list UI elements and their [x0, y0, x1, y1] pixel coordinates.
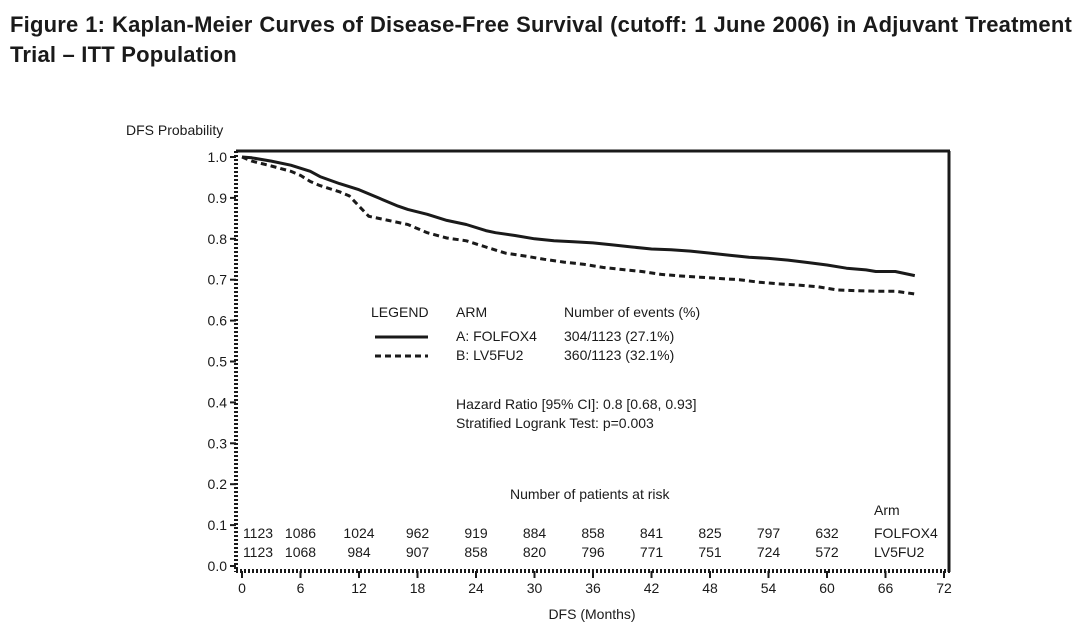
x-tick-label: 18 [410, 580, 426, 596]
at-risk-value: 1024 [343, 525, 374, 541]
y-tick-label: 0.6 [208, 313, 228, 329]
at-risk-value: 858 [464, 544, 488, 560]
at-risk-value: 1123 [243, 544, 273, 560]
series-folfox4-line [241, 155, 916, 278]
series-lv5fu2-line [241, 155, 916, 296]
x-tick-label: 72 [936, 580, 952, 596]
x-tick-label: 24 [468, 580, 484, 596]
legend: LEGEND ARM Number of events (%) A: FOLFO… [371, 304, 700, 431]
x-tick-label: 48 [702, 580, 718, 596]
at-risk-value: 796 [581, 544, 605, 560]
at-risk-arm-folfox4: FOLFOX4 [874, 525, 938, 541]
at-risk-value: 797 [757, 525, 781, 541]
figure-title: Figure 1: Kaplan-Meier Curves of Disease… [10, 12, 1072, 67]
at-risk-value: 825 [698, 525, 722, 541]
axes: 0.0 0.1 0.2 0.3 0.4 0.5 0.6 0.7 0.8 0.9 1.0 0 6 12 18 2… [208, 149, 952, 596]
hazard-ratio-annotation: Hazard Ratio [95% CI]: 0.8 [0.68, 0.93] [456, 396, 696, 412]
at-risk-value: 572 [815, 544, 839, 560]
x-tick-label: 6 [297, 580, 305, 596]
survival-curves [241, 155, 916, 296]
at-risk-value: 632 [815, 525, 839, 541]
legend-events-folfox4: 304/1123 (27.1%) [564, 328, 674, 344]
legend-arm-folfox4: A: FOLFOX4 [456, 328, 537, 344]
x-axis-label: DFS (Months) [548, 606, 635, 622]
at-risk-value: 724 [757, 544, 781, 560]
y-tick-label: 0.4 [208, 394, 228, 410]
y-tick-label: 0.8 [208, 231, 228, 247]
x-tick-label: 54 [761, 580, 777, 596]
at-risk-arm-lv5fu2: LV5FU2 [874, 544, 925, 560]
x-tick-label: 42 [644, 580, 660, 596]
at-risk-value: 820 [523, 544, 547, 560]
x-tick-label: 36 [585, 580, 601, 596]
at-risk-value: 984 [347, 544, 371, 560]
at-risk-title: Number of patients at risk [510, 486, 671, 502]
y-tick-label: 0.0 [208, 558, 228, 574]
legend-events-lv5fu2: 360/1123 (32.1%) [564, 347, 674, 363]
at-risk-value: 907 [406, 544, 430, 560]
at-risk-arm-header: Arm [874, 502, 900, 518]
at-risk-value: 858 [581, 525, 605, 541]
x-tick-label: 30 [527, 580, 543, 596]
at-risk-value: 1086 [285, 525, 316, 541]
y-tick-label: 0.2 [208, 476, 228, 492]
y-tick-label: 1.0 [208, 149, 228, 165]
y-tick-label: 0.7 [208, 272, 228, 288]
at-risk-value: 884 [523, 525, 547, 541]
y-tick-label: 0.1 [208, 517, 228, 533]
legend-header: LEGEND [371, 304, 429, 320]
x-tick-label: 66 [878, 580, 894, 596]
at-risk-value: 841 [640, 525, 664, 541]
legend-events-header: Number of events (%) [564, 304, 700, 320]
x-tick-label: 12 [351, 580, 367, 596]
x-tick-label: 0 [238, 580, 246, 596]
legend-arm-header: ARM [456, 304, 487, 320]
at-risk-value: 962 [406, 525, 430, 541]
legend-arm-lv5fu2: B: LV5FU2 [456, 347, 524, 363]
at-risk-value: 919 [464, 525, 488, 541]
y-tick-label: 0.5 [208, 354, 228, 370]
logrank-annotation: Stratified Logrank Test: p=0.003 [456, 415, 654, 431]
at-risk-value: 1068 [285, 544, 316, 560]
y-tick-label: 0.9 [208, 190, 228, 206]
at-risk-table: Number of patients at risk Arm FOLFOX4 L… [243, 486, 938, 560]
at-risk-value: 771 [640, 544, 664, 560]
y-tick-label: 0.3 [208, 435, 228, 451]
at-risk-value: 751 [698, 544, 722, 560]
x-tick-label: 60 [819, 580, 835, 596]
at-risk-value: 1123 [243, 525, 273, 541]
y-axis-label: DFS Probability [126, 122, 223, 138]
